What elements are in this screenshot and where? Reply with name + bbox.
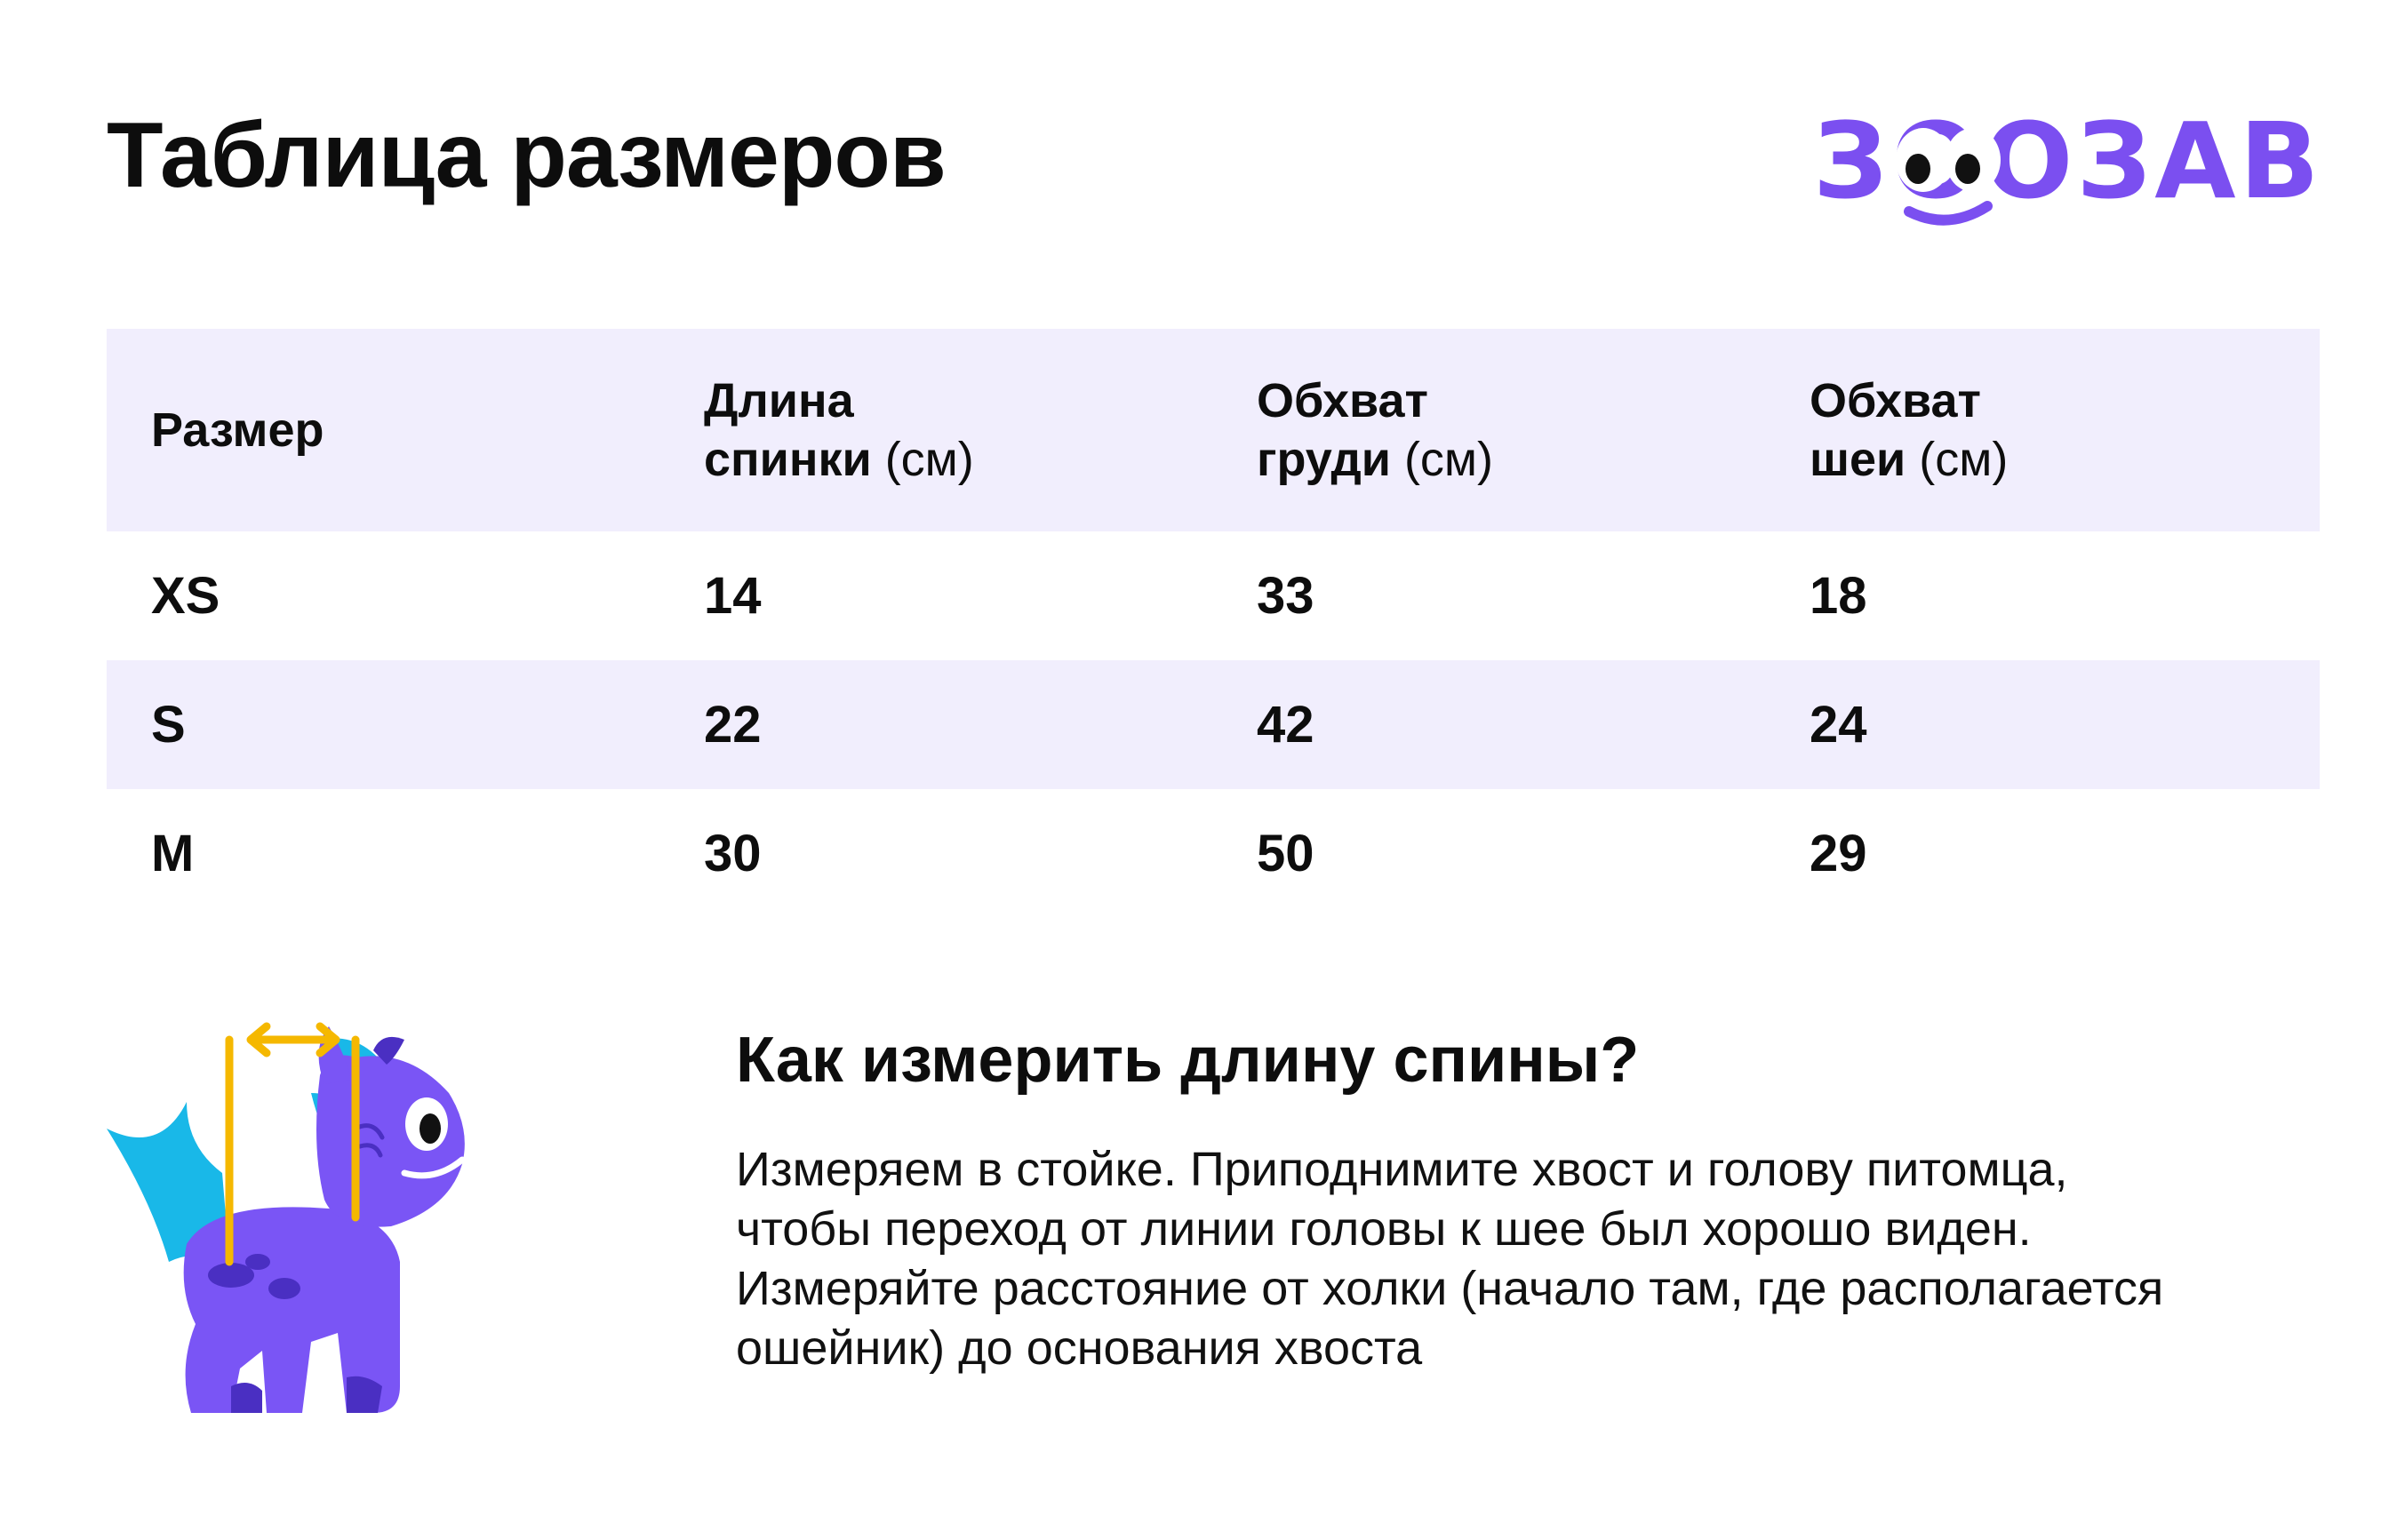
- zoozavr-logo: ЗООЗАВР: [1813, 100, 2329, 226]
- header-neck-unit: (см): [1919, 433, 2009, 486]
- header-back-length: Длина спинки (см): [659, 329, 1212, 531]
- table-header-row: Размер Длина спинки (см) Обхват груди (см)…: [107, 329, 2320, 531]
- howto-text: Измеряем в стойке. Приподнимите хвост и …: [736, 1143, 2164, 1375]
- table-row: M 30 50 29: [107, 789, 2320, 918]
- cell-neck: 29: [1810, 825, 1867, 882]
- cell-chest: 33: [1257, 567, 1314, 625]
- header-chest-unit: (см): [1403, 433, 1494, 486]
- logo-text: ЗООЗАВР: [1813, 100, 2329, 222]
- logo-eyes-icon: [1896, 128, 2001, 226]
- double-arrow-icon: [225, 1022, 360, 1266]
- page-title: Таблица размеров: [107, 104, 947, 207]
- table-row: S 22 42 24: [107, 660, 2320, 789]
- cell-chest: 42: [1257, 696, 1314, 754]
- cell-neck: 18: [1810, 567, 1867, 625]
- header-neck-main: Обхват шеи: [1810, 374, 1982, 486]
- header-size: Размер: [151, 403, 324, 457]
- header-back-length-unit: (см): [884, 433, 974, 486]
- size-table: Размер Длина спинки (см) Обхват груди (см)…: [107, 329, 2320, 918]
- header-chest-main: Обхват груди: [1257, 374, 1429, 486]
- header-chest: Обхват груди (см): [1212, 329, 1765, 531]
- table-row: XS 14 33 18: [107, 531, 2320, 660]
- cell-back: 22: [704, 696, 762, 754]
- cell-back: 30: [704, 825, 762, 882]
- cell-neck: 24: [1810, 696, 1867, 754]
- cell-size: XS: [151, 567, 220, 625]
- howto-title: Как измерить длину спины?: [736, 1025, 1640, 1096]
- dino-mascot-icon: [107, 1022, 466, 1413]
- header-neck: Обхват шеи (см): [1765, 329, 2320, 531]
- header-back-length-main: Длина спинки: [704, 374, 872, 486]
- cell-size: M: [151, 825, 195, 882]
- cell-chest: 50: [1257, 825, 1314, 882]
- cell-back: 14: [704, 567, 762, 625]
- cell-size: S: [151, 696, 186, 754]
